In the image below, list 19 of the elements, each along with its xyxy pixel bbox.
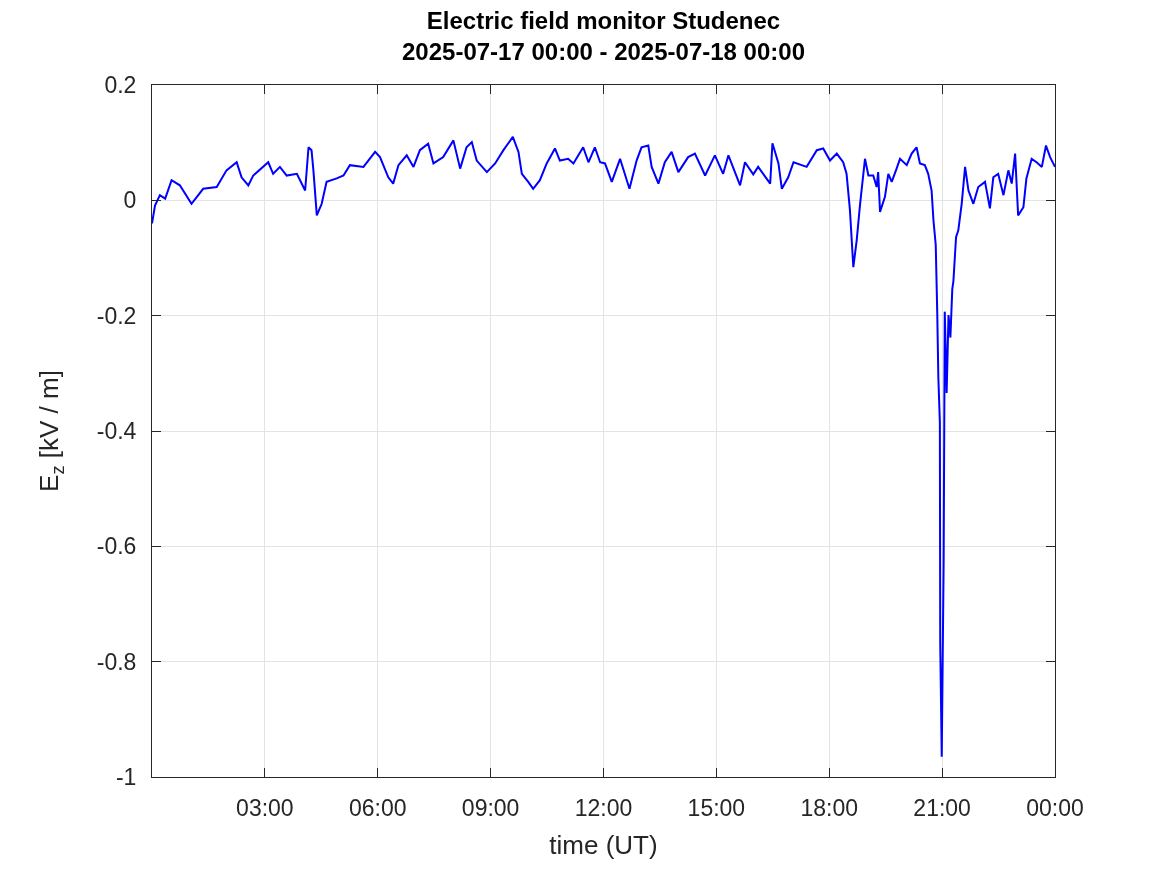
- y-tick-label: 0.2: [104, 72, 137, 99]
- x-tick-label: 21:00: [913, 794, 971, 821]
- x-tick-label: 12:00: [574, 794, 633, 821]
- y-tick-label: -0.8: [96, 648, 137, 675]
- y-tick-label: 0: [123, 187, 137, 214]
- chart-title: Electric field monitor Studenec: [426, 6, 781, 34]
- chart-subtitle: 2025-07-17 00:00 - 2025-07-18 00:00: [402, 38, 805, 65]
- x-tick-label: 00:00: [1026, 794, 1084, 821]
- y-tick-label: -0.2: [96, 302, 137, 329]
- x-tick-label: 18:00: [800, 794, 859, 821]
- line-series: [152, 135, 1055, 758]
- x-axis-title: time (UT): [549, 830, 658, 861]
- x-tick-label: 09:00: [461, 794, 520, 821]
- y-tick-label: -0.4: [96, 418, 137, 445]
- x-tick-label: 03:00: [236, 794, 294, 821]
- y-tick-label: -1: [115, 764, 137, 791]
- x-tick-label: 15:00: [687, 794, 746, 821]
- x-tick-label: 06:00: [348, 794, 407, 821]
- y-tick-label: -0.6: [96, 533, 137, 560]
